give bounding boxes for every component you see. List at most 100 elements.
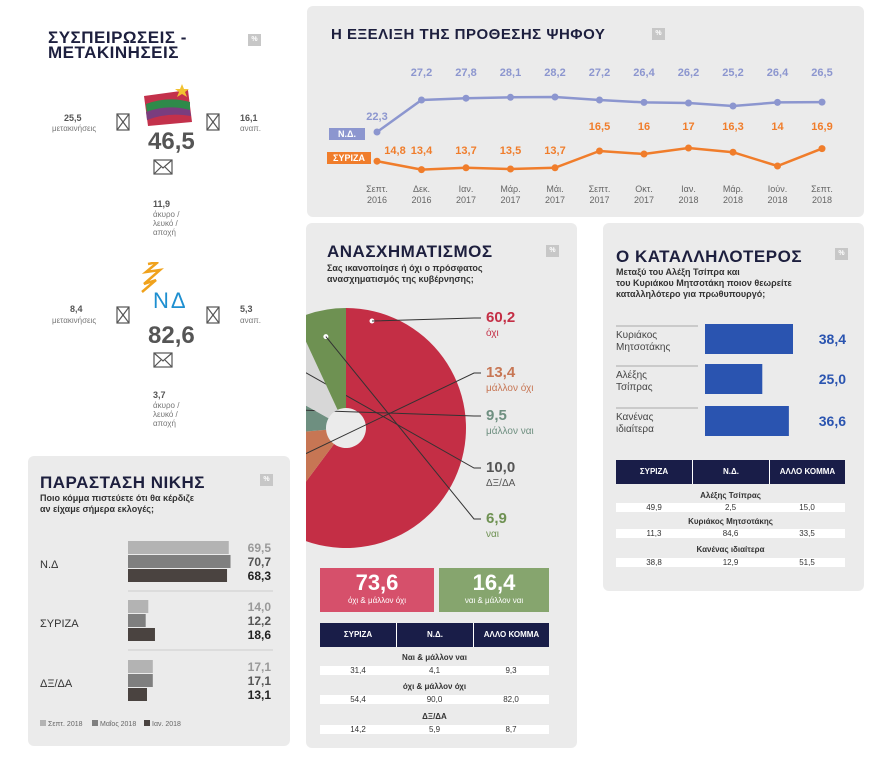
- nd-data-label: 27,2: [589, 67, 610, 79]
- syriza-data-label: 16,3: [722, 121, 743, 133]
- x-tick-label-month: Ιαν.: [459, 184, 474, 194]
- syriza-bottom-value: 11,9: [153, 199, 171, 209]
- bar-value-label: 36,6: [819, 413, 846, 429]
- bar-value-label: 12,2: [248, 614, 272, 628]
- nd-left-label: μετακινήσεις: [52, 316, 97, 325]
- box-left-value: 73,6: [355, 570, 399, 595]
- line-chart-badge: %: [652, 28, 665, 40]
- syriza-point: [551, 164, 559, 172]
- bar-value-label: 25,0: [819, 371, 846, 387]
- nd-data-label: 22,3: [366, 111, 387, 123]
- syriza-data-label: 13,4: [411, 145, 433, 157]
- table-row: 54,4 90,0 82,0: [320, 695, 549, 704]
- syriza-series-tag: [327, 152, 371, 164]
- best-pm-title: Ο ΚΑΤΑΛΛΗΛΟΤΕΡΟΣ: [616, 247, 803, 266]
- victory-bar-svg: Ν.Δ 69,570,768,3 ΣΥΡΙΖΑ 14,012,218,6 ΔΞ/ΔΑ 17…: [40, 541, 273, 728]
- victory-badge: %: [260, 474, 273, 486]
- pie-value-label: 9,5: [486, 407, 507, 424]
- table-cell: 5,9: [428, 725, 441, 734]
- nd-series-tag: [329, 128, 365, 140]
- bar-value-label: 68,3: [248, 569, 272, 583]
- line-chart-panel: Η ΕΞΕΛΙΞΗ ΤΗΣ ΠΡΟΘΕΣΗΣ ΨΗΦΟΥ % 22,3 27,2 2…: [307, 6, 864, 217]
- nd-point: [818, 98, 826, 106]
- x-tick-label-month: Μάρ.: [500, 184, 520, 194]
- table-cell: 49,9: [646, 503, 662, 512]
- group-label: Ν.Δ: [40, 559, 59, 571]
- table-cell: 84,6: [722, 529, 739, 538]
- victory-panel: ΠΑΡΑΣΤΑΣΗ ΝΙΚΗΣ % Ποιο κόμμα πιστεύετε ό…: [28, 456, 290, 746]
- bar: [128, 555, 231, 568]
- pie-leader-line: [371, 317, 481, 322]
- syriza-logo-icon: [140, 82, 198, 133]
- x-tick-label-year: 2017: [634, 195, 654, 205]
- nd-right-label: αναπ.: [240, 316, 261, 325]
- bar-category-label: Κανένας: [616, 411, 654, 423]
- pie-slice: [306, 341, 338, 419]
- syriza-data-label: 16,5: [589, 121, 610, 133]
- x-tick-label-month: Ιούν.: [768, 184, 787, 194]
- syriza-left-label: μετακινήσεις: [52, 124, 97, 133]
- x-tick-label-year: 2016: [411, 195, 431, 205]
- x-tick-label-year: 2018: [678, 195, 698, 205]
- mid-table-col-nd: Ν.Δ.: [396, 623, 473, 647]
- table-row: 38,8 12,9 51,5: [616, 558, 845, 567]
- sysp-title-2: ΜΕΤΑΚΙΝΗΣΕΙΣ: [48, 43, 179, 62]
- bar: [705, 406, 789, 436]
- pie-value-label: 13,4: [486, 364, 516, 381]
- table-cell: 38,8: [646, 558, 662, 567]
- x-tick-label-month: Μάρ.: [723, 184, 743, 194]
- table-cell: 15,0: [799, 503, 815, 512]
- box-right-label: ναι & μάλλον ναι: [464, 596, 524, 605]
- bar-value-label: 17,1: [248, 674, 272, 688]
- bar: [128, 569, 228, 582]
- bar-value-label: 38,4: [819, 331, 846, 347]
- x-tick-label-month: Ιαν.: [681, 184, 696, 194]
- right-table-caption-3: Κανένας ιδιαίτερα: [696, 545, 765, 554]
- nd-point: [507, 93, 514, 101]
- nd-logo-text: ΝΔ: [153, 288, 188, 313]
- victory-title: ΠΑΡΑΣΤΑΣΗ ΝΙΚΗΣ: [40, 473, 205, 492]
- bar-category-label: Τσίπρας: [616, 381, 653, 393]
- nd-bottom-value: 3,7: [153, 390, 166, 400]
- nd-data-label: 28,2: [544, 67, 565, 79]
- syriza-right-label: αναπ.: [240, 124, 261, 133]
- x-tick-label-year: 2017: [456, 195, 476, 205]
- table-cell: 82,0: [503, 695, 519, 704]
- pie-panel: ΑΝΑΣΧΗΜΑΤΙΣΜΟΣ % Σας ικανοποίησε ή όχι ο…: [306, 223, 577, 748]
- box-left-label: όχι & μάλλον όχι: [348, 596, 406, 605]
- legend-label: Ιαν. 2018: [152, 721, 181, 728]
- syriza-point: [373, 157, 381, 165]
- bar-value-label: 69,5: [248, 541, 272, 555]
- nd-point: [640, 98, 648, 106]
- syriza-bottom-label-2: λευκό /: [153, 219, 178, 228]
- pie-category-label: μάλλον όχι: [486, 382, 534, 394]
- x-tick-label-year: 2016: [367, 195, 387, 205]
- x-tick-label-month: Σεπτ.: [366, 184, 388, 194]
- pie-value-label: 6,9: [486, 510, 507, 527]
- right-table-caption-2: Κυριάκος Μητσοτάκης: [688, 517, 773, 526]
- x-tick-label-year: 2017: [545, 195, 565, 205]
- syriza-series-tag-label: ΣΥΡΙΖΑ: [333, 153, 365, 163]
- pie-value-label: 10,0: [486, 459, 515, 476]
- bar-value-label: 17,1: [248, 660, 272, 674]
- nd-data-label: 25,2: [722, 67, 743, 79]
- best-pm-subtitle-2: του Κυριάκου Μητσοτάκη ποιον θεωρείτε: [616, 278, 792, 288]
- mid-table-caption-1: Ναι & μάλλον ναι: [402, 653, 467, 662]
- table-cell: 51,5: [799, 558, 815, 567]
- nd-point: [596, 96, 603, 104]
- syriza-data-label: 17: [682, 121, 694, 133]
- pie-value-label: 60,2: [486, 309, 515, 326]
- right-table-header: ΣΥΡΙΖΑ Ν.Δ. ΑΛΛΟ ΚΟΜΜΑ: [616, 460, 845, 484]
- mid-table-col-other: ΑΛΛΟ ΚΟΜΜΑ: [473, 623, 549, 647]
- bar-value-label: 70,7: [248, 555, 272, 569]
- line-chart-title: Η ΕΞΕΛΙΞΗ ΤΗΣ ΠΡΟΘΕΣΗΣ ΨΗΦΟΥ: [331, 26, 606, 43]
- pie-leader-line: [325, 336, 481, 520]
- legend-swatch: [144, 720, 150, 726]
- nd-point: [373, 128, 381, 136]
- table-cell: 11,3: [646, 529, 662, 538]
- sysp-title-1: ΣΥΣΠΕΙΡΩΣΕΙΣ -: [48, 28, 187, 47]
- nd-data-label: 27,2: [411, 67, 432, 79]
- syriza-data-label: 14,8: [384, 145, 405, 157]
